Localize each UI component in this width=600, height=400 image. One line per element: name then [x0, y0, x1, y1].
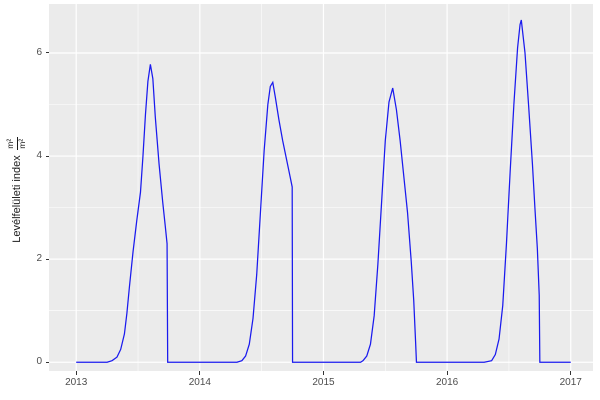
y-tick-label: 2 — [36, 253, 42, 265]
x-tick-mark — [446, 371, 448, 375]
y-tick-mark — [45, 361, 49, 363]
unit-denominator: m² — [17, 138, 27, 149]
y-axis-title-text: Levélfelületi index — [11, 155, 23, 243]
y-tick-label: 0 — [36, 356, 42, 368]
x-tick-label: 2013 — [65, 377, 88, 388]
x-tick-mark — [322, 371, 324, 375]
x-tick-label: 2016 — [435, 377, 459, 388]
x-tick-label: 2014 — [188, 377, 211, 388]
y-axis-unit-fraction: m² m² — [5, 137, 28, 151]
y-tick-mark — [45, 52, 49, 54]
unit-numerator: m² — [5, 138, 16, 149]
x-tick-label: 2017 — [559, 377, 582, 388]
y-tick-label: 4 — [36, 150, 42, 162]
plot-svg — [49, 4, 593, 371]
x-tick-mark — [199, 371, 201, 375]
y-tick-mark — [45, 155, 49, 157]
x-tick-mark — [570, 371, 572, 375]
x-tick-label: 2015 — [312, 377, 335, 388]
x-tick-mark — [75, 371, 77, 375]
plot-panel — [49, 4, 593, 371]
y-tick-label: 6 — [36, 46, 42, 58]
panel-background — [49, 4, 593, 371]
lai-series-line — [76, 19, 571, 363]
y-tick-mark — [45, 258, 49, 260]
